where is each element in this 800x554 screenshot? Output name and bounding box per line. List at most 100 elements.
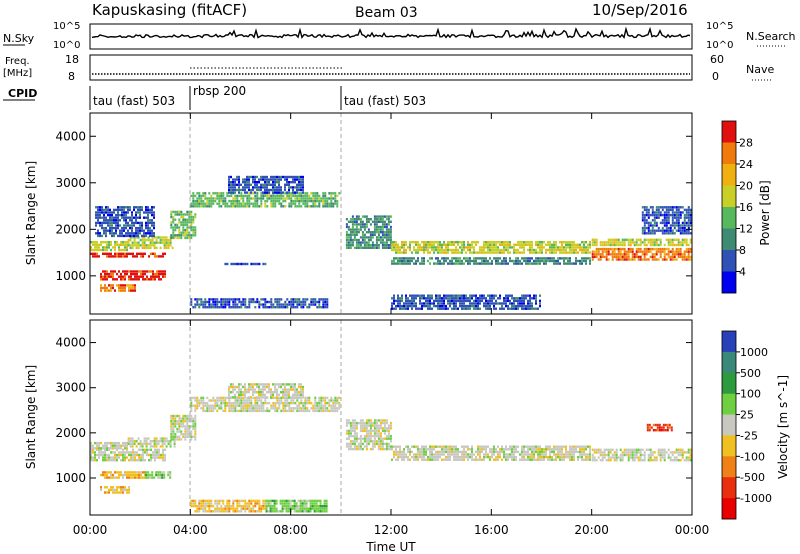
velocity-ytick-label-3: 4000 xyxy=(55,336,86,350)
velocity-colorbar: 1000 500 100 25 -25 -100 -500 -1000 xyxy=(721,330,772,520)
station-title: Kapuskasing (fitACF) xyxy=(92,1,247,19)
power-y-ticks: 1000 2000 3000 4000 xyxy=(55,129,692,283)
nsky-tick-bottom: 10^0 xyxy=(53,40,80,51)
velocity-band-13 xyxy=(591,448,692,462)
power-panel: 1000 2000 3000 4000 Slant Range [km] 4 8 12 16… xyxy=(24,112,772,315)
power-ytick-label-3: 4000 xyxy=(55,129,86,143)
power-band-7 xyxy=(190,192,341,208)
power-colorbar-label-5: 24 xyxy=(739,158,753,171)
velocity-xtick-label-4: 16:00 xyxy=(474,523,509,537)
power-band-8 xyxy=(228,175,304,194)
velocity-band-12 xyxy=(391,445,591,461)
power-colorbar-swatch-1 xyxy=(722,142,736,165)
nsky-panel: N.Sky 10^5 10^0 10^5 10^0 N.Search xyxy=(3,21,796,51)
velocity-band-8 xyxy=(228,383,304,399)
velocity-band-2 xyxy=(127,437,176,448)
power-band-14 xyxy=(591,247,692,261)
nsky-label: N.Sky xyxy=(3,32,35,45)
power-x-ticks xyxy=(89,113,693,314)
nsky-frame xyxy=(89,23,693,50)
velocity-colorbar-swatch-1 xyxy=(722,351,736,374)
velocity-band-10 xyxy=(265,499,328,513)
power-colorbar-swatch-6 xyxy=(722,250,736,272)
power-data-layer xyxy=(90,175,692,310)
power-band-0 xyxy=(90,252,166,258)
power-band-6 xyxy=(170,210,197,240)
velocity-colorbar-label: Velocity [m s^-1] xyxy=(776,375,790,479)
power-ytick-label-0: 1000 xyxy=(55,269,86,283)
date-label: 10/Sep/2016 xyxy=(592,1,688,19)
velocity-band-0 xyxy=(90,448,166,462)
freq-label: Freq. xyxy=(5,56,30,67)
velocity-colorbar-frame xyxy=(721,330,737,520)
velocity-ytick-label-0: 1000 xyxy=(55,471,86,485)
velocity-band-4 xyxy=(100,486,130,494)
velocity-panel: 1000 2000 3000 4000 00:00 04:00 08:00 12:00 16:… xyxy=(24,319,790,554)
velocity-colorbar-label-4: -25 xyxy=(740,429,758,442)
velocity-data-layer xyxy=(90,383,692,513)
velocity-band-11 xyxy=(345,419,392,451)
velocity-colorbar-swatch-3 xyxy=(722,393,736,415)
velocity-band-9 xyxy=(190,499,267,513)
freq-tick-top: 18 xyxy=(65,53,79,66)
velocity-x-ticks: 00:00 04:00 08:00 12:00 16:00 20:00 00:00 xyxy=(73,320,710,537)
nsky-trace xyxy=(91,26,691,40)
power-colorbar-label-0: 4 xyxy=(739,266,746,279)
nsearch-tick-bottom: 10^0 xyxy=(706,40,733,51)
cpid-panel: CPID tau (fast) 503 rbsp 200 tau (fast) … xyxy=(3,84,426,110)
power-colorbar-label-3: 16 xyxy=(739,201,753,214)
velocity-ytick-label-1: 2000 xyxy=(55,426,86,440)
velocity-xlabel: Time UT xyxy=(365,540,416,554)
velocity-colorbar-label-1: 500 xyxy=(740,367,761,380)
power-colorbar: 4 8 12 16 20 24 28 xyxy=(721,120,753,294)
velocity-colorbar-swatch-7 xyxy=(722,477,736,499)
velocity-colorbar-label-3: 25 xyxy=(740,409,754,422)
power-ytick-label-1: 2000 xyxy=(55,222,86,236)
nave-tick-top: 60 xyxy=(710,53,724,66)
velocity-colorbar-label-0: 1000 xyxy=(740,346,768,359)
velocity-colorbar-label-7: -1000 xyxy=(740,492,772,505)
power-band-2 xyxy=(127,236,176,250)
beam-label: Beam 03 xyxy=(355,5,418,21)
velocity-xtick-label-1: 04:00 xyxy=(173,523,208,537)
velocity-colorbar-swatch-8 xyxy=(722,498,736,520)
power-ylabel: Slant Range [km] xyxy=(24,161,38,265)
power-band-17 xyxy=(391,294,541,310)
velocity-band-14 xyxy=(646,423,673,432)
nave-label: Nave xyxy=(746,63,774,76)
velocity-colorbar-label-5: -100 xyxy=(740,450,765,463)
cpid-segment-3: tau (fast) 503 xyxy=(344,94,426,108)
velocity-colorbar-swatch-2 xyxy=(722,372,736,394)
velocity-xtick-label-5: 20:00 xyxy=(574,523,609,537)
velocity-band-5 xyxy=(145,471,172,479)
power-colorbar-label: Power [dB] xyxy=(758,180,772,245)
power-colorbar-label-1: 8 xyxy=(739,244,746,257)
velocity-xtick-label-6: 00:00 xyxy=(675,523,710,537)
cpid-segment-1: tau (fast) 503 xyxy=(93,94,175,108)
velocity-colorbar-swatch-6 xyxy=(722,456,736,478)
power-ytick-label-2: 3000 xyxy=(55,176,86,190)
power-band-1 xyxy=(90,241,128,252)
power-colorbar-swatch-3 xyxy=(722,185,736,208)
velocity-colorbar-label-2: 100 xyxy=(740,388,761,401)
power-band-5 xyxy=(100,284,136,292)
velocity-band-1 xyxy=(90,441,128,450)
freq-panel: Freq. [MHz] 18 8 60 0 Nave xyxy=(3,53,774,83)
velocity-xtick-label-0: 00:00 xyxy=(73,523,108,537)
cpid-label: CPID xyxy=(8,87,37,100)
velocity-colorbar-swatch-0 xyxy=(722,331,736,353)
nsearch-label: N.Search xyxy=(746,30,796,43)
velocity-y-ticks: 1000 2000 3000 4000 xyxy=(55,336,692,485)
cpid-segment-2: rbsp 200 xyxy=(193,84,246,98)
velocity-xtick-label-2: 08:00 xyxy=(273,523,308,537)
velocity-xtick-label-3: 12:00 xyxy=(374,523,409,537)
nave-tick-bottom: 0 xyxy=(712,70,719,83)
power-band-12 xyxy=(391,241,591,254)
power-colorbar-label-6: 28 xyxy=(739,137,753,150)
freq-unit-label: [MHz] xyxy=(3,68,32,79)
power-colorbar-swatch-7 xyxy=(722,271,736,294)
freq-frame xyxy=(89,54,693,81)
power-colorbar-label-2: 12 xyxy=(739,223,753,236)
freq-tick-bottom: 8 xyxy=(68,70,75,83)
